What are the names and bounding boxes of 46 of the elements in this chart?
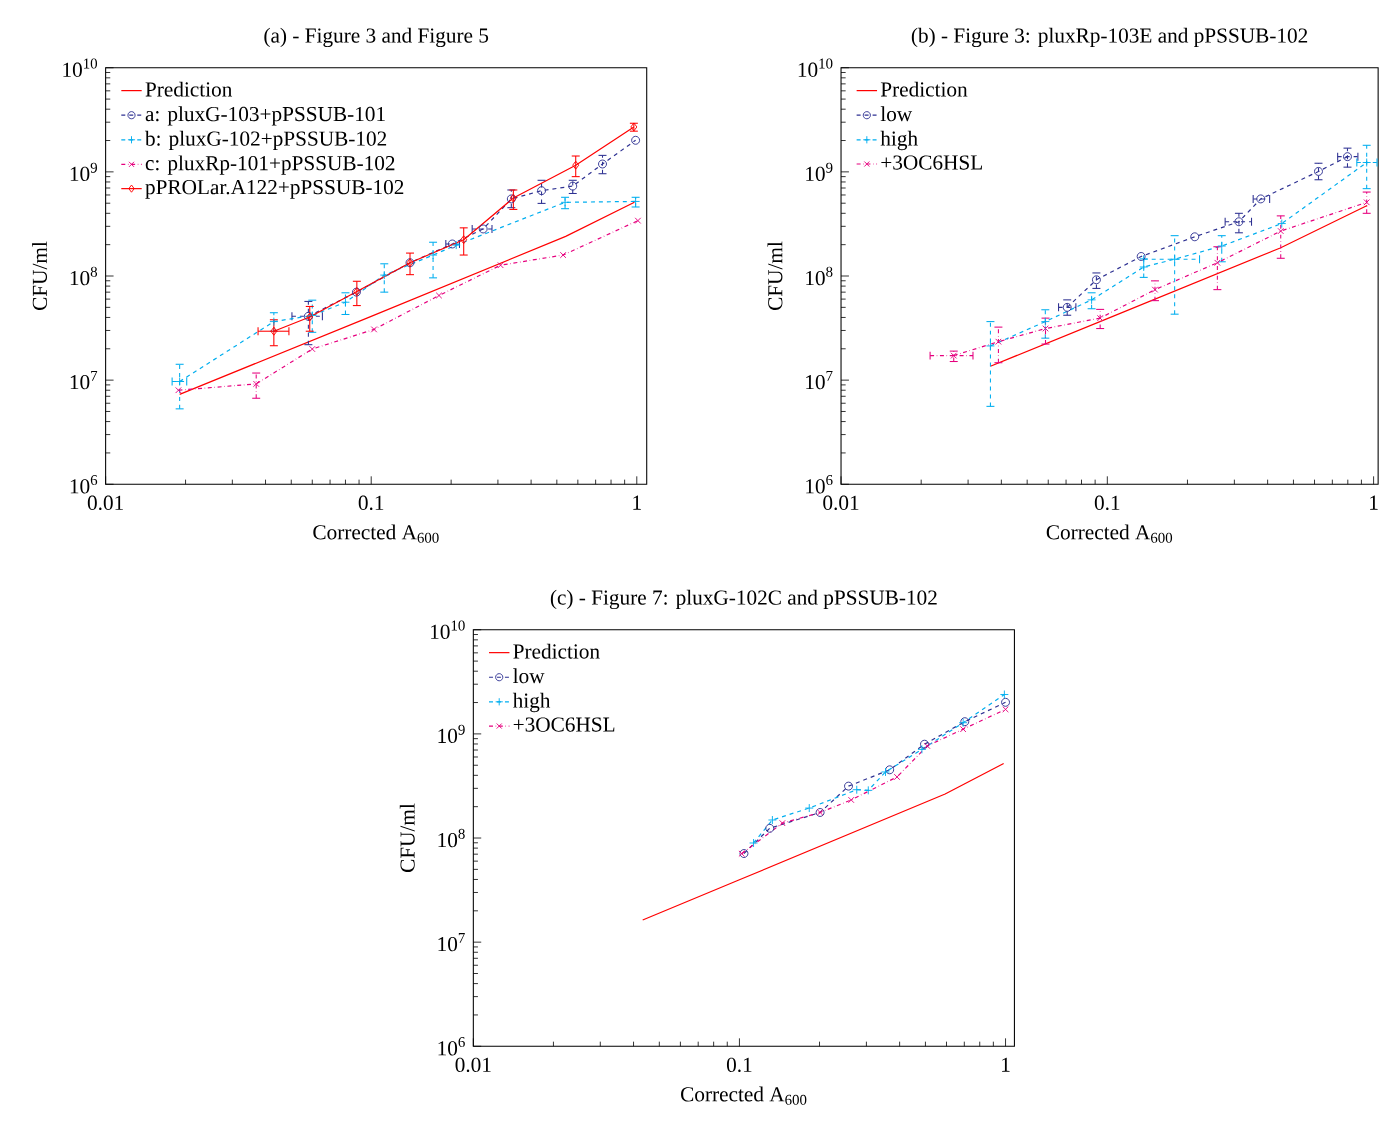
- chart-title: (b) - Figure 3: pluxRp-103E and pPSSUB-102: [911, 27, 1308, 48]
- x-axis-title: Corrected A$_{600}$: [1046, 524, 1173, 543]
- legend-label: b: pluxG-102+pPSSUB-102: [144, 130, 387, 151]
- y-tick-label: 10$^{6}$: [438, 1037, 465, 1056]
- x-tick-label: 0.1: [358, 495, 384, 511]
- chart-title: (c) - Figure 7: pluxG-102C and pPSSUB-102: [550, 589, 937, 610]
- x-tick-label: 1: [1002, 1057, 1010, 1072]
- legend-label: high: [512, 692, 551, 713]
- x-tick-label: 0.01: [87, 495, 123, 511]
- y-axis-title: CFU/ml: [767, 241, 783, 310]
- y-tick-label: 10$^{6}$: [806, 475, 833, 494]
- legend-label: pPROLar.A122+pPSSUB-102: [145, 179, 404, 199]
- legend-label: +3OC6HSL: [513, 717, 615, 732]
- legend-label: high: [880, 130, 918, 151]
- y-axis-title: CFU/ml: [32, 241, 48, 310]
- y-tick-label: 10$^{7}$: [70, 370, 98, 390]
- y-tick-label: 10$^{8}$: [438, 828, 465, 848]
- y-tick-label: 10$^{10}$: [431, 620, 465, 639]
- x-tick-label: 0.1: [726, 1057, 752, 1073]
- legend-label: +3OC6HSL: [881, 155, 982, 170]
- y-tick-label: 10$^{9}$: [70, 162, 97, 182]
- legend-label: low: [513, 668, 545, 684]
- y-tick-label: 10$^{10}$: [798, 58, 833, 77]
- y-tick-label: 10$^{8}$: [70, 266, 98, 286]
- legend-label: a: pluxG-103+pPSSUB-101: [145, 106, 385, 126]
- y-tick-label: 10$^{10}$: [63, 58, 98, 77]
- x-tick-label: 1: [633, 495, 641, 510]
- x-tick-label: 0.1: [1094, 495, 1120, 511]
- y-tick-label: 10$^{7}$: [806, 370, 833, 390]
- y-tick-label: 10$^{9}$: [806, 162, 833, 182]
- y-axis-title: CFU/ml: [399, 803, 415, 872]
- x-tick-label: 0.01: [455, 1057, 491, 1073]
- y-tick-label: 10$^{8}$: [806, 266, 833, 286]
- x-axis-title: Corrected A$_{600}$: [681, 1086, 807, 1105]
- x-tick-label: 0.01: [823, 495, 859, 511]
- legend-label: Prediction: [513, 643, 600, 659]
- y-tick-label: 10$^{7}$: [438, 933, 465, 952]
- legend-label: Prediction: [880, 81, 968, 97]
- legend-label: low: [880, 106, 913, 122]
- legend-label: Prediction: [145, 81, 233, 97]
- x-tick-label: 1: [1370, 495, 1378, 510]
- y-tick-label: 10$^{6}$: [70, 475, 98, 494]
- y-tick-label: 10$^{9}$: [438, 724, 465, 744]
- legend-label: c: pluxRp-101+pPSSUB-102: [145, 155, 395, 175]
- chart-title: (a) - Figure 3 and Figure 5: [264, 27, 489, 48]
- x-axis-title: Corrected A$_{600}$: [313, 524, 439, 543]
